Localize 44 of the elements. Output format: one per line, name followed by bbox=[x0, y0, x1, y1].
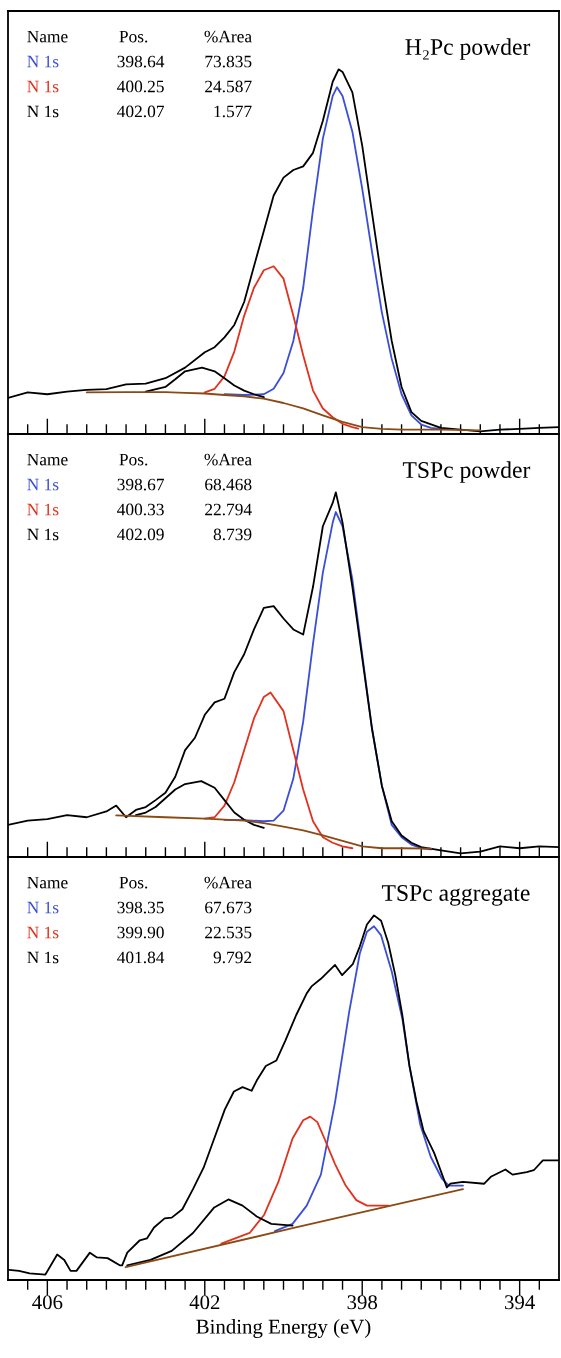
annotation: 9.792 bbox=[213, 951, 252, 964]
text: Name bbox=[27, 876, 68, 889]
text: 398.35 bbox=[117, 901, 164, 914]
text: Pos. bbox=[119, 876, 148, 889]
text: N 1s bbox=[27, 503, 59, 516]
text: 68.468 bbox=[205, 478, 252, 491]
chart-title: H₂Pc powder bbox=[405, 38, 531, 60]
annotation: 22.794 bbox=[205, 503, 252, 516]
text: 73.835 bbox=[205, 55, 252, 68]
text: N 1s bbox=[27, 951, 59, 964]
annotation: 401.84 bbox=[117, 951, 165, 964]
chart-title: TSPc aggregate bbox=[381, 885, 530, 906]
text: Pos. bbox=[119, 453, 148, 466]
text: %Area bbox=[204, 453, 252, 466]
chart-title: TSPc powder bbox=[402, 461, 531, 483]
text: 67.673 bbox=[205, 901, 252, 914]
text: 398.67 bbox=[117, 478, 164, 491]
annotation: 1.577 bbox=[214, 105, 252, 118]
text: %Area bbox=[204, 30, 252, 43]
annotation: 402.07 bbox=[117, 105, 164, 118]
text: N 1s bbox=[27, 528, 59, 541]
text: N 1s bbox=[27, 105, 59, 118]
x-tick-label: 402 bbox=[189, 1295, 220, 1310]
text: N 1s bbox=[27, 901, 59, 914]
text: N 1s bbox=[27, 926, 59, 939]
x-axis-title: Binding Energy (eV) bbox=[196, 1319, 371, 1338]
annotation: 24.587 bbox=[205, 80, 252, 93]
text: Pos. bbox=[119, 30, 148, 43]
annotation: 399.90 bbox=[117, 926, 164, 939]
annotation: 400.25 bbox=[117, 80, 164, 93]
annotation: 22.535 bbox=[205, 926, 252, 939]
x-tick-label: 394 bbox=[505, 1295, 535, 1310]
annotation: 402.09 bbox=[117, 528, 164, 541]
x-tick-label: 398 bbox=[347, 1295, 378, 1310]
text: 398.64 bbox=[117, 55, 165, 68]
annotation: 400.33 bbox=[117, 503, 164, 516]
text: %Area bbox=[204, 876, 252, 889]
text: N 1s bbox=[27, 80, 59, 93]
x-tick-label: 406 bbox=[32, 1295, 63, 1310]
text: N 1s bbox=[27, 478, 59, 491]
text: Name bbox=[27, 453, 68, 466]
text: Name bbox=[27, 30, 68, 43]
annotation: 8.739 bbox=[213, 528, 252, 541]
text: N 1s bbox=[27, 55, 59, 68]
